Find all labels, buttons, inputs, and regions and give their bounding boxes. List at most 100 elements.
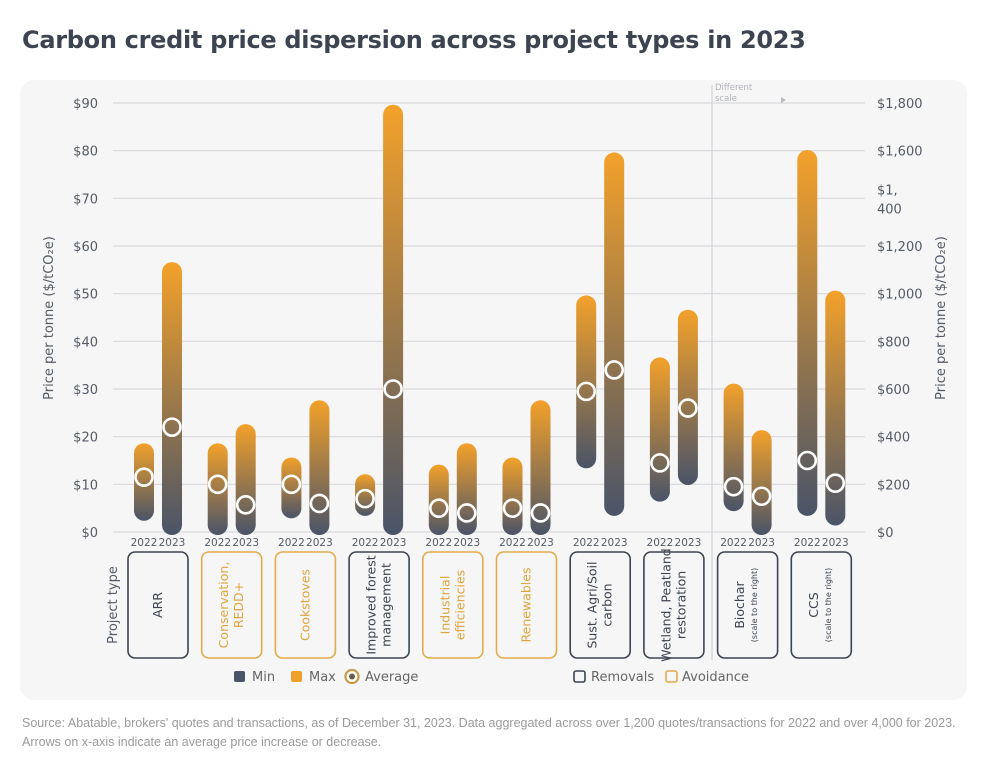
range-bar-2022 bbox=[207, 443, 228, 535]
project-type-box-border bbox=[200, 551, 263, 659]
y-right-tick-label: $1,800 bbox=[877, 97, 923, 112]
year-label: 2022 bbox=[647, 537, 674, 549]
project-type-label: Wetland, Peatlandrestoration bbox=[658, 548, 688, 662]
range-bar-2023 bbox=[530, 400, 551, 535]
range-bar-2023 bbox=[162, 262, 182, 535]
category-cookstoves: 2022 2023 bbox=[278, 400, 333, 549]
project-type-box-border bbox=[348, 551, 410, 659]
project-type-box-border bbox=[716, 551, 779, 659]
project-type-box: Cookstoves bbox=[274, 551, 337, 659]
y-right-tick-label: $1,600 bbox=[877, 145, 923, 160]
average-marker-2022 bbox=[281, 474, 302, 495]
year-label: 2023 bbox=[380, 537, 407, 549]
chart-title: Carbon credit price dispersion across pr… bbox=[22, 26, 806, 54]
average-marker-2022 bbox=[650, 453, 670, 473]
y-tick-label: $50 bbox=[73, 288, 98, 303]
year-label: 2023 bbox=[306, 537, 333, 549]
range-bar-2023 bbox=[235, 424, 256, 535]
y-right-tick-label: $0 bbox=[877, 526, 894, 541]
project-type-box-border bbox=[643, 551, 705, 659]
y-tick-label: $40 bbox=[73, 335, 98, 350]
year-label: 2023 bbox=[453, 537, 480, 549]
project-type-box-border bbox=[495, 551, 558, 659]
project-type-box: Wetland, Peatlandrestoration bbox=[643, 548, 705, 662]
project-type-box: ARR bbox=[127, 551, 189, 659]
divider-label: scale bbox=[715, 94, 737, 104]
average-marker-2022 bbox=[502, 498, 523, 518]
range-bar-2022 bbox=[649, 357, 670, 502]
average-marker-2022 bbox=[797, 450, 818, 471]
year-label: 2023 bbox=[601, 537, 628, 549]
project-type-label: Biochar (scale to the right) bbox=[732, 568, 759, 642]
project-type-label: Sust. Agri/Soilcarbon bbox=[585, 561, 615, 648]
scale-note: (scale to the right) bbox=[750, 568, 759, 642]
y-right-tick-label: $1,000 bbox=[877, 288, 923, 303]
project-type-box: Biochar (scale to the right) bbox=[716, 551, 779, 659]
range-bar-2023 bbox=[677, 309, 698, 485]
year-label: 2022 bbox=[278, 537, 305, 549]
range-bar-2022 bbox=[797, 150, 818, 516]
legend-max-swatch bbox=[291, 671, 302, 682]
legend-removals-label: Removals bbox=[591, 670, 654, 685]
year-label: 2022 bbox=[425, 537, 452, 549]
project-type-box: Improved forestmanagement bbox=[348, 551, 410, 659]
legend-min-swatch bbox=[234, 671, 245, 682]
category-wetland-peatland-restoration: 2022 2023 bbox=[647, 309, 701, 549]
project-type-box-border bbox=[127, 551, 189, 659]
average-marker-2022 bbox=[723, 476, 744, 497]
legend-average-dot bbox=[349, 673, 355, 680]
project-type-label: CCS (scale to the right) bbox=[806, 568, 833, 642]
average-marker-2022 bbox=[428, 498, 449, 518]
year-label: 2023 bbox=[748, 537, 775, 549]
legend-min-label: Min bbox=[252, 670, 275, 685]
range-bar-2022 bbox=[502, 457, 523, 535]
y-tick-label: $0 bbox=[81, 526, 98, 541]
project-type-box: Industrialefficiencies bbox=[421, 551, 484, 659]
year-label: 2022 bbox=[204, 537, 231, 549]
y-right-tick-label: $600 bbox=[877, 383, 910, 398]
project-type-box-border bbox=[790, 551, 853, 659]
average-marker-2023 bbox=[309, 493, 330, 514]
project-type-box: Renewables bbox=[495, 551, 558, 659]
project-type-label: Renewables bbox=[519, 568, 534, 643]
project-type-box-border bbox=[569, 551, 632, 659]
project-type-box: CCS (scale to the right) bbox=[790, 551, 853, 659]
y-tick-label: $60 bbox=[73, 240, 98, 255]
year-label: 2022 bbox=[794, 537, 821, 549]
category-ccs: 2022 2023 bbox=[794, 150, 849, 549]
y-right-tick-label: $1,200 bbox=[877, 240, 923, 255]
project-type-box: Conservation,REDD+ bbox=[200, 551, 263, 659]
project-type-label: Cookstoves bbox=[297, 569, 312, 641]
year-label: 2023 bbox=[232, 537, 259, 549]
y-right-tick-label: $800 bbox=[877, 335, 910, 350]
project-type-label: Improved forestmanagement bbox=[364, 555, 394, 654]
source-note: Source: Abatable, brokers' quotes and tr… bbox=[22, 716, 956, 749]
year-label: 2023 bbox=[159, 537, 186, 549]
x-axis-label: Project type bbox=[106, 566, 121, 644]
y-axis-right-label: Price per tonne ($/tCO₂e) bbox=[934, 236, 949, 400]
y-tick-label: $10 bbox=[73, 478, 98, 493]
divider-label: Different bbox=[715, 83, 753, 93]
category-conservation-redd-: 2022 2023 bbox=[204, 424, 259, 549]
legend-avoidance-swatch bbox=[665, 670, 678, 683]
y-right-tick-label: $1, 400 bbox=[877, 183, 902, 217]
y-tick-label: $90 bbox=[73, 97, 98, 112]
y-axis-label: Price per tonne ($/tCO₂e) bbox=[42, 236, 57, 400]
y-tick-label: $70 bbox=[73, 192, 98, 207]
category-industrial-efficiencies: 2022 2023 bbox=[425, 443, 480, 549]
scale-note: (scale to the right) bbox=[824, 568, 833, 642]
average-marker-2023 bbox=[530, 503, 551, 523]
legend-max-label: Max bbox=[309, 670, 336, 685]
year-label: 2022 bbox=[131, 537, 158, 549]
range-bar-2023 bbox=[456, 443, 477, 535]
legend-average-label: Average bbox=[365, 670, 418, 685]
year-label: 2022 bbox=[720, 537, 747, 549]
y-tick-label: $30 bbox=[73, 383, 98, 398]
category-improved-forest-management: 2022 2023 bbox=[352, 104, 407, 549]
range-bar-2023 bbox=[825, 290, 846, 526]
average-marker-2023 bbox=[678, 398, 698, 418]
average-marker-2023 bbox=[383, 379, 403, 399]
year-label: 2022 bbox=[573, 537, 600, 549]
category-renewables: 2022 2023 bbox=[499, 400, 554, 549]
category-sust-agri-soil-carbon: 2022 2023 bbox=[573, 152, 628, 549]
